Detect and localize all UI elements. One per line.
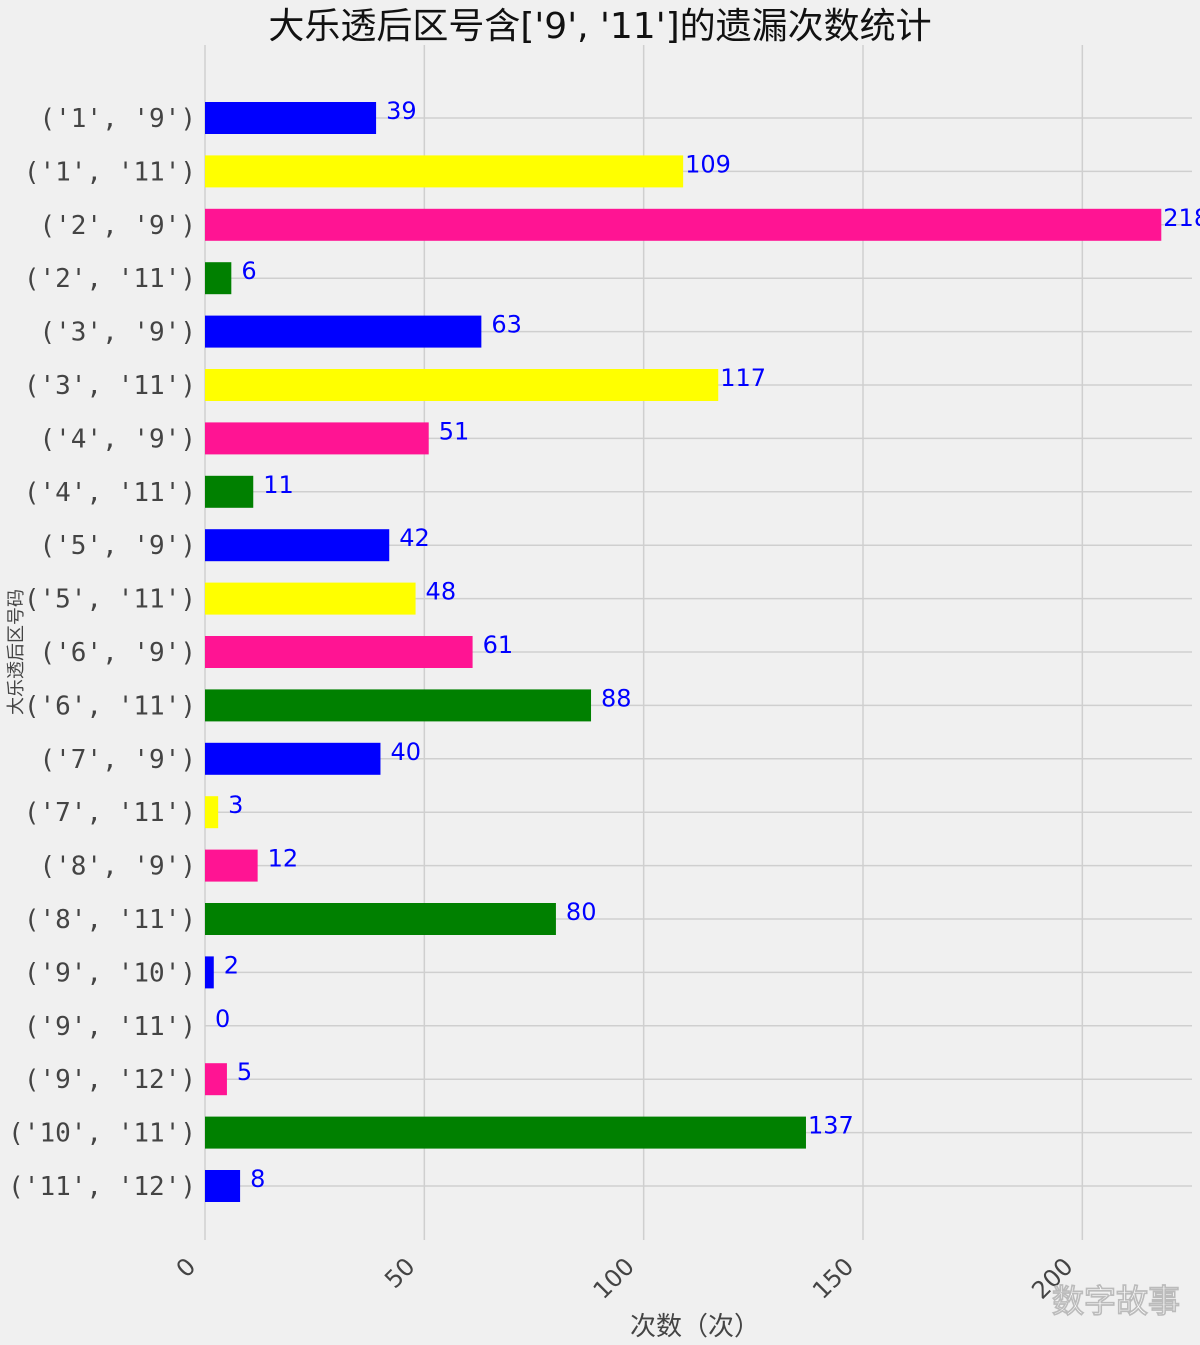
bar-12 <box>205 742 381 775</box>
bar-0 <box>205 102 377 134</box>
value-label-15: 80 <box>566 898 597 926</box>
x-tick-label-3: 150 <box>807 1252 859 1304</box>
value-label-3: 6 <box>241 257 256 285</box>
bar-16 <box>205 956 214 989</box>
y-axis-title: 大乐透后区号码 <box>6 589 27 715</box>
bar-20 <box>205 1170 241 1202</box>
value-label-11: 88 <box>601 684 632 712</box>
y-tick-label-13: ('7', '11') <box>24 798 196 828</box>
bar-15 <box>205 903 556 935</box>
bar-9 <box>205 582 416 615</box>
value-label-2: 218 <box>1163 204 1200 232</box>
bar-8 <box>205 529 390 562</box>
y-tick-label-1: ('1', '11') <box>24 157 196 187</box>
y-tick-label-18: ('9', '12') <box>24 1065 196 1095</box>
bar-1 <box>205 155 684 188</box>
bar-11 <box>205 689 592 722</box>
bar-4 <box>205 315 482 348</box>
x-tick-label-2: 100 <box>588 1252 640 1304</box>
y-tick-label-9: ('5', '11') <box>24 585 196 615</box>
y-tick-label-14: ('8', '9') <box>39 852 196 882</box>
y-tick-label-12: ('7', '9') <box>39 745 196 775</box>
value-labels: 39 109 218 6 63 117 51 11 42 48 61 88 40 3 12 80 2 05 137 8 <box>215 97 1200 1193</box>
value-label-8: 42 <box>399 524 430 552</box>
y-tick-label-7: ('4', '11') <box>24 478 196 508</box>
bar-10 <box>205 636 473 668</box>
value-label-13: 3 <box>228 791 243 819</box>
value-label-18: 5 <box>237 1058 252 1086</box>
x-axis-title: 次数（次） <box>630 1312 760 1342</box>
y-tick-label-8: ('5', '9') <box>39 531 196 561</box>
y-tick-label-5: ('3', '11') <box>24 371 196 401</box>
bar-5 <box>205 369 719 401</box>
y-tick-label-15: ('8', '11') <box>24 905 196 935</box>
value-label-16: 2 <box>224 951 239 979</box>
bar-6 <box>205 422 429 455</box>
y-tick-label-17: ('9', '11') <box>24 1012 196 1042</box>
y-tick-label-0: ('1', '9') <box>39 104 196 134</box>
bar-2 <box>205 208 1162 241</box>
chart-title: 大乐透后区号含['9', '11']的遗漏次数统计 <box>268 6 931 47</box>
value-label-12: 40 <box>390 738 421 766</box>
y-tick-labels: ('1', '9') ('1', '11') ('2', '9') ('2', '11… <box>8 104 196 1202</box>
y-tick-label-10: ('6', '9') <box>39 638 196 668</box>
bar-7 <box>205 475 254 508</box>
x-tick-label-0: 0 <box>171 1252 202 1283</box>
value-label-7: 11 <box>263 471 294 499</box>
x-tick-labels: 0 50 100 150 200 <box>171 1252 1079 1304</box>
value-label-14: 12 <box>268 845 299 873</box>
value-label-6: 51 <box>439 417 470 445</box>
value-label-1: 109 <box>685 150 731 178</box>
watermark: 数字故事 <box>1052 1282 1180 1320</box>
value-label-10: 61 <box>483 631 514 659</box>
bar-19 <box>205 1116 806 1149</box>
bar-18 <box>205 1063 227 1096</box>
value-label-17: 0 <box>215 1005 230 1033</box>
y-tick-label-19: ('10', '11') <box>8 1119 196 1149</box>
y-tick-label-2: ('2', '9') <box>39 211 196 241</box>
y-tick-label-20: ('11', '12') <box>8 1172 196 1202</box>
value-label-5: 117 <box>720 364 766 392</box>
bar-14 <box>205 849 258 882</box>
y-tick-label-11: ('6', '11') <box>24 691 196 721</box>
value-label-9: 48 <box>426 578 457 606</box>
value-label-4: 63 <box>491 311 522 339</box>
value-label-20: 8 <box>250 1165 265 1193</box>
bar-13 <box>205 796 219 829</box>
y-tick-label-16: ('9', '10') <box>24 958 196 988</box>
bars-group <box>205 102 1162 1202</box>
x-tick-label-1: 50 <box>379 1252 420 1293</box>
y-tick-label-3: ('2', '11') <box>24 264 196 294</box>
value-label-19: 137 <box>808 1112 854 1140</box>
y-tick-label-6: ('4', '9') <box>39 424 196 454</box>
value-label-0: 39 <box>386 97 417 125</box>
y-tick-label-4: ('3', '9') <box>39 318 196 348</box>
bar-3 <box>205 262 232 295</box>
